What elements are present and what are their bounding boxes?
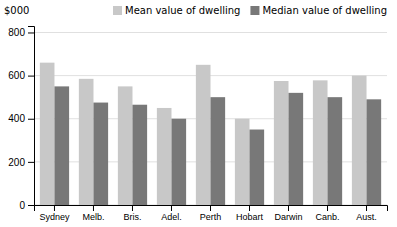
x-axis-line — [35, 206, 388, 212]
plot: 0 200 400 600 800 Sydney Melb. Bris. Adel. Perth H… — [8, 27, 387, 223]
bar — [352, 76, 367, 205]
x-tick-mark — [54, 205, 55, 211]
x-axis: Sydney Melb. Bris. Adel. Perth Hobart Darwin Ca… — [35, 205, 388, 222]
y-tick-label: 800 — [8, 27, 25, 38]
bar — [274, 81, 289, 205]
y-axis: 0 200 400 600 800 — [8, 27, 34, 211]
bar — [40, 63, 55, 205]
y-tick: 400 — [8, 113, 34, 124]
bar — [367, 99, 382, 205]
x-tick-label: Sydney — [39, 212, 70, 222]
bar — [54, 86, 69, 205]
y-axis-line — [28, 27, 35, 206]
grid-line — [34, 32, 387, 33]
bar — [118, 86, 133, 205]
legend-item: Median value of dwelling — [250, 5, 387, 16]
x-tick: Melb. — [82, 205, 104, 222]
y-tick: 800 — [8, 27, 34, 38]
y-tick-label: 200 — [8, 157, 25, 168]
bar — [289, 93, 304, 205]
x-tick-label: Canb. — [316, 212, 340, 222]
x-tick: Canb. — [316, 205, 340, 222]
x-tick-label: Aust. — [356, 212, 377, 222]
bar — [132, 105, 147, 205]
x-tick-label: Darwin — [275, 212, 303, 222]
x-tick: Aust. — [356, 205, 377, 222]
legend-swatch — [250, 6, 259, 15]
bar — [250, 130, 265, 205]
bar — [313, 80, 328, 205]
x-tick-label: Hobart — [236, 212, 264, 222]
bar — [171, 119, 186, 205]
x-tick: Darwin — [275, 205, 303, 222]
x-tick-mark — [249, 205, 250, 211]
y-tick-mark — [28, 162, 34, 163]
legend-label: Median value of dwelling — [262, 5, 387, 16]
x-tick: Perth — [200, 205, 222, 222]
x-tick: Sydney — [39, 205, 70, 222]
chart: 0 200 400 600 800 Sydney Melb. Bris. Adel. Perth H… — [0, 0, 397, 227]
x-tick-mark — [366, 205, 367, 211]
y-tick-mark — [28, 119, 34, 120]
legend: Mean value of dwelling Median value of dw… — [113, 5, 387, 16]
x-tick: Hobart — [236, 205, 264, 222]
x-tick-mark — [132, 205, 133, 211]
y-tick-label: 0 — [19, 200, 25, 211]
y-tick-mark — [28, 205, 34, 206]
x-tick-mark — [171, 205, 172, 211]
bar — [211, 97, 226, 205]
y-tick-mark — [28, 32, 34, 33]
grid — [34, 32, 387, 205]
bar — [93, 103, 108, 205]
x-tick-label: Bris. — [123, 212, 141, 222]
x-tick-mark — [93, 205, 94, 211]
bar — [157, 108, 172, 205]
bar-series — [40, 63, 367, 205]
bar-series — [54, 86, 381, 205]
x-tick: Bris. — [123, 205, 141, 222]
x-tick-mark — [210, 205, 211, 211]
x-tick-label: Adel. — [161, 212, 182, 222]
bar — [196, 65, 211, 205]
y-tick-label: 400 — [8, 113, 25, 124]
y-axis-label: $000 — [4, 5, 29, 16]
bar — [79, 79, 94, 205]
legend-label: Mean value of dwelling — [125, 5, 240, 16]
x-tick-mark — [327, 205, 328, 211]
legend-swatch — [113, 6, 122, 15]
y-tick: 200 — [8, 157, 34, 168]
y-tick: 0 — [19, 200, 34, 211]
x-tick-label: Perth — [200, 212, 222, 222]
bar — [235, 119, 250, 205]
y-tick-mark — [28, 76, 34, 77]
y-tick-label: 600 — [8, 70, 25, 81]
y-tick: 600 — [8, 70, 34, 81]
legend-item: Mean value of dwelling — [113, 5, 240, 16]
x-tick: Adel. — [161, 205, 182, 222]
bars — [40, 63, 381, 205]
bar — [328, 97, 343, 205]
x-tick-label: Melb. — [82, 212, 104, 222]
x-tick-mark — [288, 205, 289, 211]
